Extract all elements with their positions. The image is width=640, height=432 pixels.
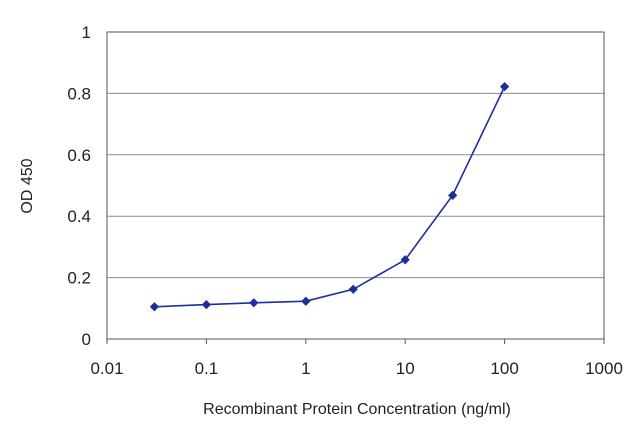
y-tick-label: 0 bbox=[82, 330, 91, 349]
data-point bbox=[201, 299, 212, 310]
data-point bbox=[499, 82, 510, 92]
y-tick-label: 0.4 bbox=[67, 207, 91, 226]
data-point bbox=[249, 298, 259, 308]
grid-layer bbox=[107, 31, 604, 279]
x-tick-label: 100 bbox=[490, 359, 518, 378]
data-point bbox=[149, 302, 160, 312]
y-tick-label: 0.8 bbox=[67, 84, 91, 103]
x-tick-label: 0.1 bbox=[195, 359, 219, 378]
x-axis-title: Recombinant Protein Concentration (ng/ml… bbox=[203, 401, 511, 418]
y-tick-label: 1 bbox=[82, 23, 91, 42]
x-tick-label: 1 bbox=[301, 359, 310, 378]
y-tick-label: 0.6 bbox=[67, 146, 91, 165]
y-tick-label: 0.2 bbox=[67, 269, 91, 288]
tick-label-layer: 0 0.2 0.4 0.6 0.8 1 0.01 0.1 1 10 100 1000 bbox=[67, 23, 623, 378]
x-tick-label: 1000 bbox=[585, 359, 623, 378]
series-line-0 bbox=[154, 86, 506, 308]
data-point bbox=[301, 296, 311, 306]
x-tick-label: 0.01 bbox=[90, 359, 123, 378]
y-axis-title: OD 450 bbox=[19, 158, 36, 213]
data-point bbox=[448, 190, 458, 200]
series-layer bbox=[149, 82, 510, 312]
x-tick-label: 10 bbox=[396, 359, 415, 378]
data-point bbox=[348, 284, 358, 294]
data-point bbox=[400, 255, 410, 265]
axis-layer bbox=[106, 31, 605, 344]
plot-frame bbox=[106, 31, 605, 340]
